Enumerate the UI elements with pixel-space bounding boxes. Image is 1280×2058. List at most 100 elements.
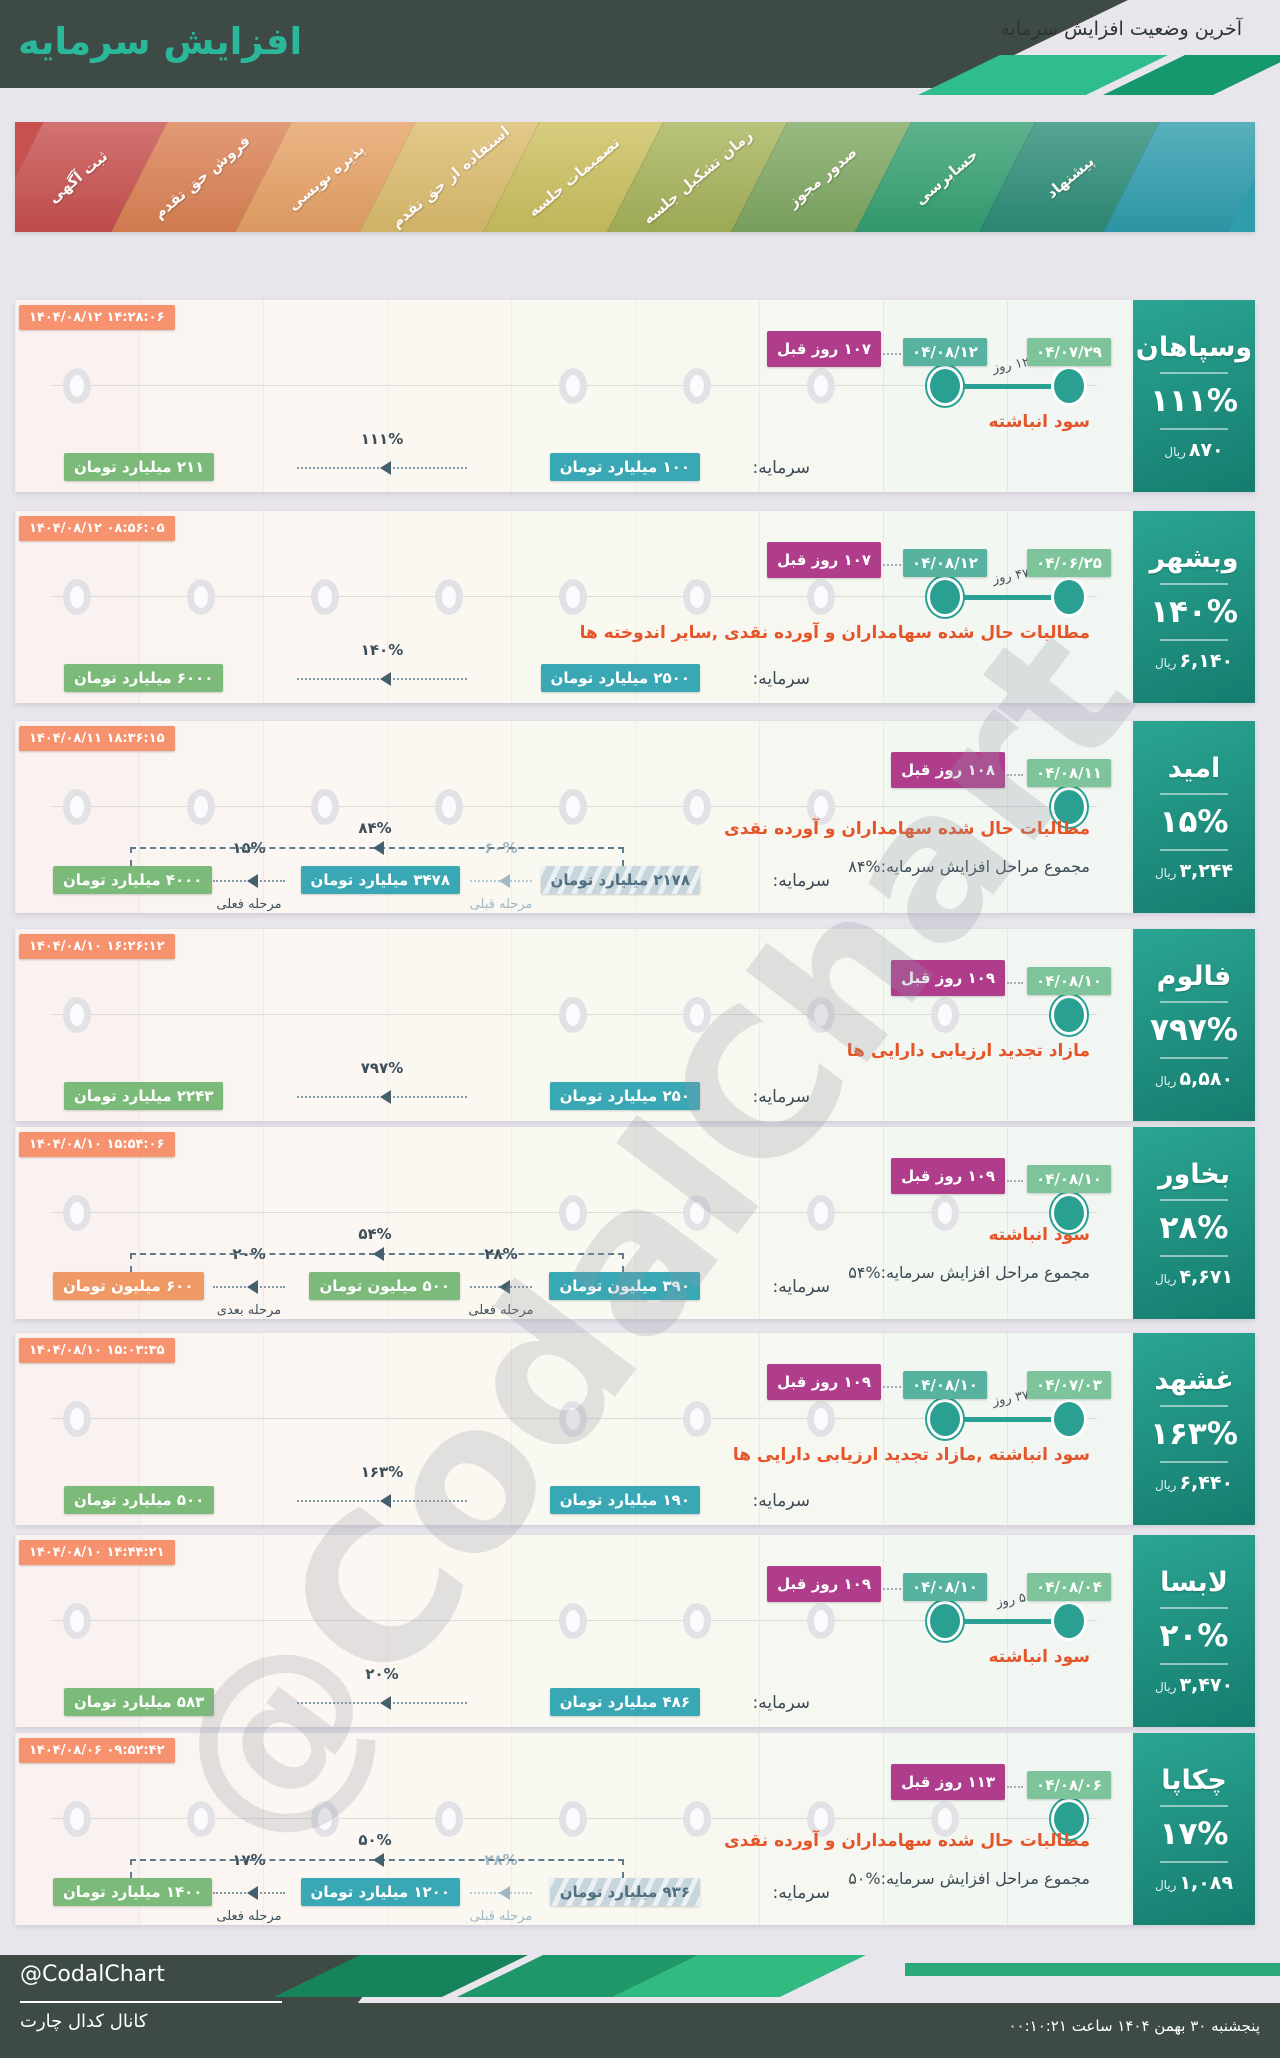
stage-phase-label: مرحله قبلی — [469, 1909, 533, 1924]
header-bar — [0, 0, 1128, 88]
days-ago-badge: ۱۰۷ روز قبل — [767, 331, 881, 367]
stage-marker-active — [930, 1402, 960, 1436]
stage-column — [263, 1535, 388, 1727]
footer-datetime: پنجشنبه ۳۰ بهمن ۱۴۰۴ ساعت ۰۰:۱۰:۲۱ — [1008, 2017, 1260, 2035]
price-unit: ریال — [1154, 655, 1177, 670]
arrow-percent: ۷۹۷% — [360, 1059, 404, 1077]
capital-label: سرمایه: — [752, 1491, 810, 1511]
bracket-arrow-head-icon — [366, 1247, 384, 1261]
panel-divider — [1160, 1860, 1228, 1863]
capital-badge: ۶۰۰ میلیون تومان — [53, 1272, 204, 1300]
company-price: ۵,۵۸۰ ریال — [1155, 1068, 1233, 1090]
date-badge: ۰۴/۰۸/۱۲ — [903, 338, 987, 366]
dotted-connector — [1007, 1180, 1023, 1182]
capital-badge: ۴۰۰۰ میلیارد تومان — [53, 866, 213, 894]
stage-marker — [559, 1603, 587, 1639]
arrow-percent: ۱۱۱% — [360, 430, 404, 448]
company-panel: غشهد ۱۶۳% ۶,۴۴۰ ریال — [1133, 1333, 1255, 1525]
days-ago-badge: ۱۱۳ روز قبل — [891, 1764, 1005, 1800]
timestamp-badge: ۱۴۰۴/۰۸/۱۲ ۰۸:۵۶:۰۵ — [19, 516, 175, 541]
date-badge: ۰۴/۰۸/۱۰ — [1027, 967, 1111, 995]
company-price: ۶,۱۴۰ ریال — [1155, 650, 1233, 672]
stage-marker — [559, 579, 587, 615]
price-value: ۶,۱۴۰ — [1179, 649, 1234, 672]
arrow-head-icon — [240, 1886, 258, 1900]
stage-marker — [187, 789, 215, 825]
capital-badge: ۲۱۱ میلیارد تومان — [64, 453, 215, 481]
stage-marker — [683, 997, 711, 1033]
panel-divider — [1160, 638, 1228, 641]
stage-column — [387, 929, 512, 1121]
stage-connector-line — [945, 1417, 1069, 1422]
stage-column — [263, 1333, 388, 1525]
company-price: ۸۷۰ ریال — [1164, 439, 1223, 461]
arrow-head-icon — [240, 1280, 258, 1294]
increase-type-text: سود انباشته ,مازاد تجدید ارزیابی دارایی … — [732, 1445, 1090, 1465]
stage-column — [883, 721, 1008, 913]
stage-label: پیشنهاد — [1042, 151, 1098, 203]
company-panel: چکاپا ۱۷% ۱,۰۸۹ ریال — [1133, 1733, 1255, 1925]
stage-marker — [807, 789, 835, 825]
stage-marker — [931, 1195, 959, 1231]
price-unit: ریال — [1154, 1271, 1177, 1286]
company-name: غشهد — [1154, 1364, 1234, 1396]
footer-dark-strip — [0, 2003, 1280, 2058]
stage-marker-active — [1054, 1196, 1084, 1230]
arrow-head-icon — [373, 1696, 391, 1710]
stage-marker — [559, 997, 587, 1033]
stage-phase-label: مرحله بعدی — [216, 1303, 282, 1318]
company-name: امید — [1167, 752, 1221, 784]
capital-badge: ۴۸۶ میلیارد تومان — [549, 1688, 700, 1716]
company-percent: ۱۷% — [1159, 1815, 1229, 1852]
company-row: ۳۷ روز ۱۰۹ روز قبل ۰۴/۰۸/۱۰ ۰۴/۰۷/۰۳ سود انب… — [15, 1333, 1255, 1525]
arrow-head-icon — [373, 461, 391, 475]
capital-badge: ۳۹۰ میلیون تومان — [549, 1272, 700, 1300]
capital-label: سرمایه: — [772, 871, 830, 891]
stage-marker — [559, 1195, 587, 1231]
capital-badge: ۵۸۳ میلیارد تومان — [64, 1688, 215, 1716]
stage-marker-active — [1054, 369, 1084, 403]
price-unit: ریال — [1164, 444, 1186, 459]
increase-type-text: مطالبات حال شده سهامداران و آورده نقدی — [724, 1831, 1090, 1851]
stage-marker-active — [1054, 580, 1084, 614]
stage-marker — [311, 1801, 339, 1837]
stage-marker — [559, 1401, 587, 1437]
stage-connector-line — [945, 595, 1069, 600]
company-percent: ۱۴۰% — [1150, 593, 1238, 630]
company-row: ۴۷ روز ۱۰۷ روز قبل ۰۴/۰۸/۱۲ ۰۴/۰۶/۲۵ مطالبات… — [15, 511, 1255, 703]
stage-marker — [683, 1401, 711, 1437]
stage-marker — [807, 1401, 835, 1437]
arrow-head-icon — [373, 1494, 391, 1508]
dotted-connector — [883, 353, 901, 355]
price-value: ۴,۶۷۱ — [1179, 1265, 1234, 1288]
arrow-head-icon — [492, 874, 510, 888]
stage-label: زمان تشکیل جلسه — [639, 125, 757, 229]
stage-phase-label: مرحله فعلی — [468, 1303, 534, 1318]
stage-marker — [63, 789, 91, 825]
increase-type-text: مازاد تجدید ارزیابی دارایی ها — [846, 1041, 1090, 1061]
bracket-percent: ۵۰% — [358, 1831, 392, 1849]
panel-divider — [1160, 582, 1228, 585]
footer-handle: @CodalChart — [20, 1962, 165, 1987]
total-stages-text: مجموع مراحل افزایش سرمایه:۵۰% — [848, 1869, 1090, 1888]
date-badge: ۰۴/۰۸/۰۶ — [1027, 1771, 1111, 1799]
footer-channel: کانال کدال چارت — [20, 2011, 148, 2032]
timestamp-badge: ۱۴۰۴/۰۸/۱۱ ۱۸:۳۶:۱۵ — [19, 726, 175, 751]
stage-column — [387, 1333, 512, 1525]
stage-marker — [807, 579, 835, 615]
stage-marker — [807, 1603, 835, 1639]
stage-label: ثبت آگهی — [44, 147, 112, 207]
stage-marker — [683, 579, 711, 615]
stage-marker — [435, 789, 463, 825]
days-ago-badge: ۱۰۷ روز قبل — [767, 542, 881, 578]
arrow-percent: ۱۴۰% — [360, 641, 404, 659]
total-stages-label: مجموع مراحل افزایش سرمایه: — [880, 1869, 1090, 1888]
company-name: بخاور — [1157, 1158, 1231, 1190]
company-panel: امید ۱۵% ۳,۲۴۴ ریال — [1133, 721, 1255, 913]
increase-type-text: سود انباشته — [988, 1647, 1090, 1667]
capital-badge: ۲۵۰۰ میلیارد تومان — [540, 664, 700, 692]
stage-marker — [187, 579, 215, 615]
total-stages-text: مجموع مراحل افزایش سرمایه:۸۴% — [848, 857, 1090, 876]
timestamp-badge: ۱۴۰۴/۰۸/۱۰ ۱۵:۰۳:۳۵ — [19, 1338, 175, 1363]
stage-marker — [63, 579, 91, 615]
